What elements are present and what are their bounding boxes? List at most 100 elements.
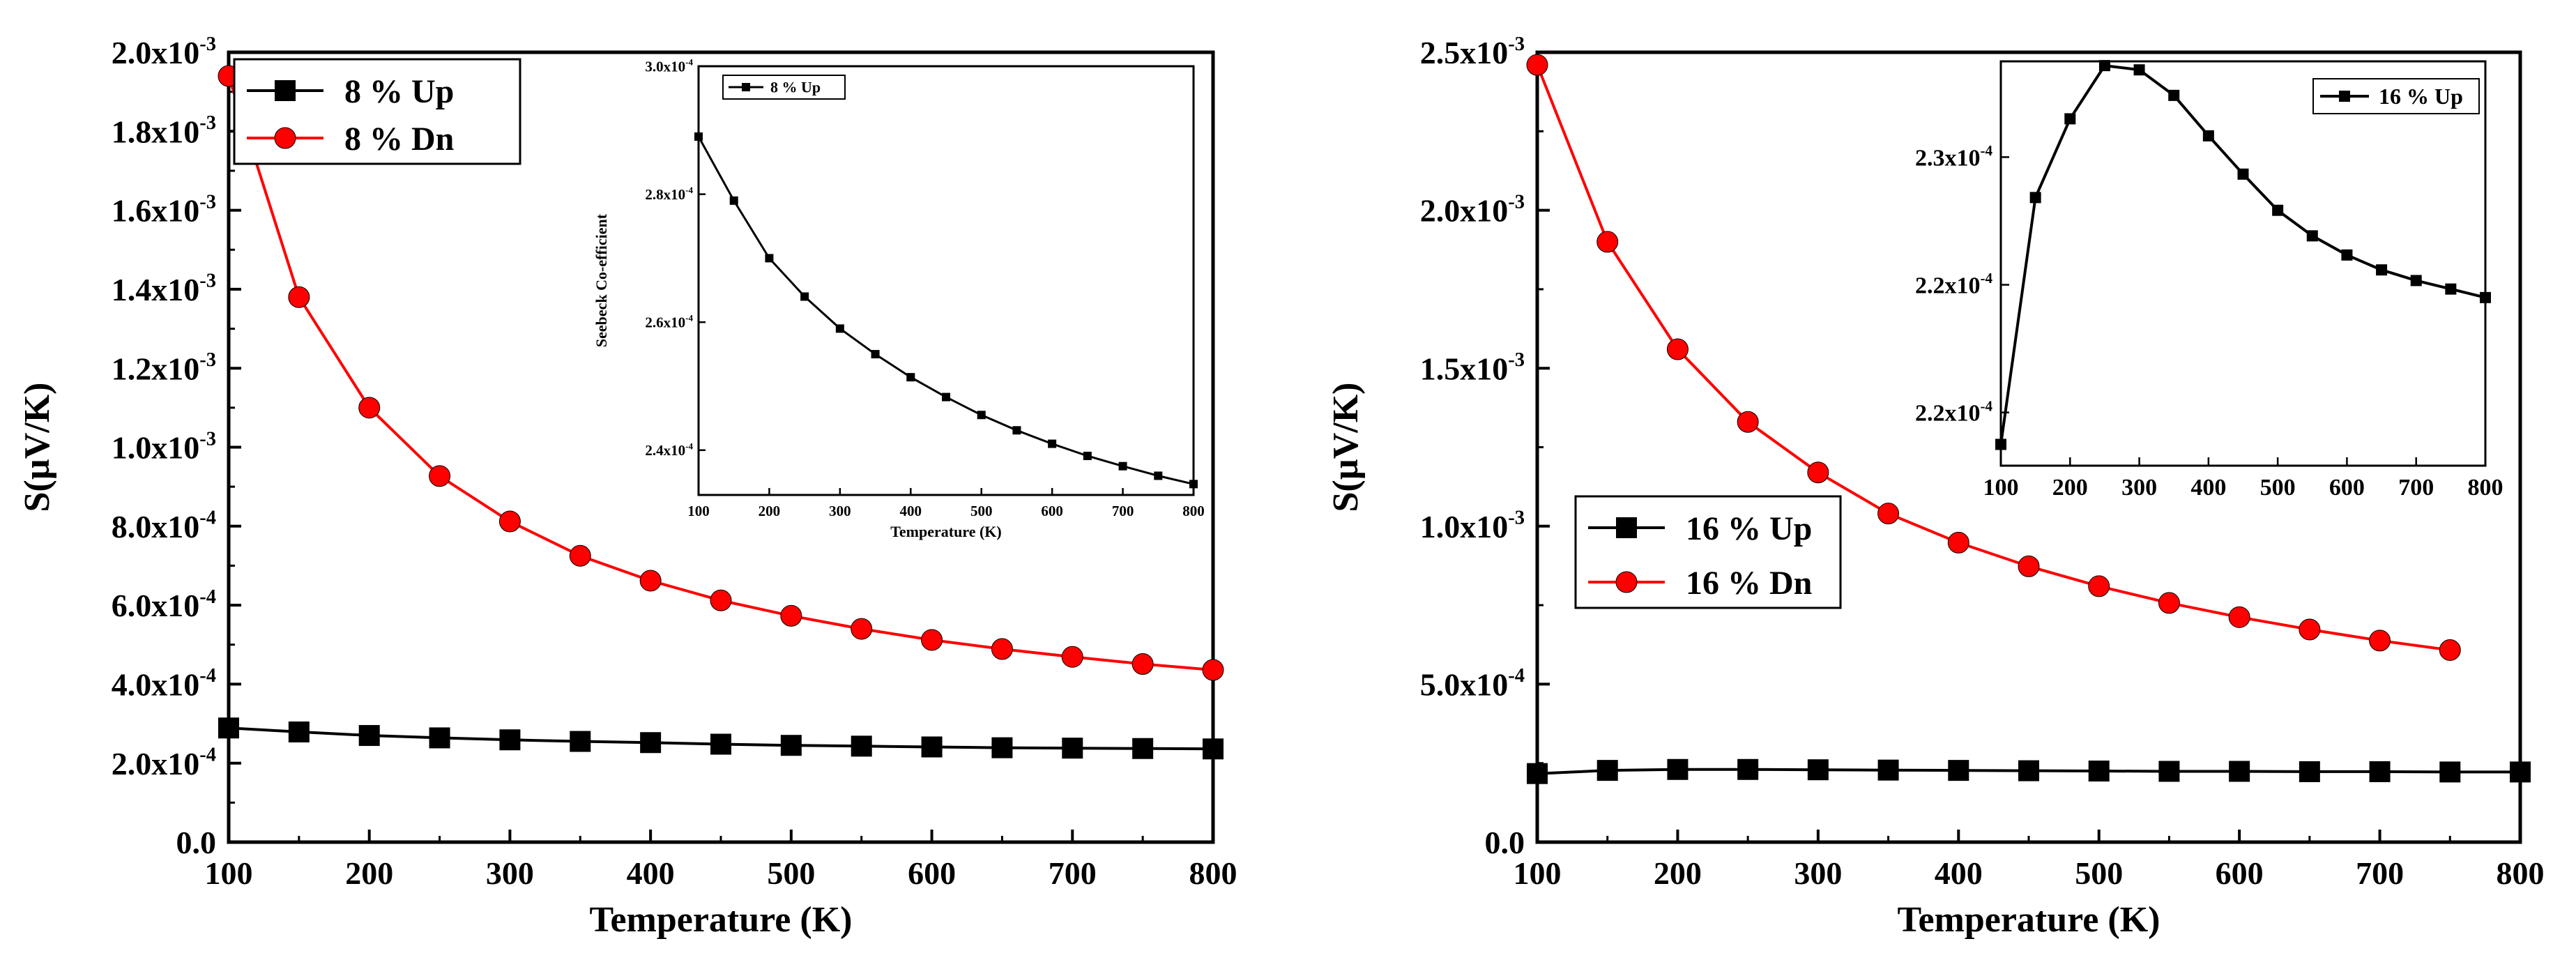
y-tick-label-exponent: -4 <box>1508 665 1525 687</box>
data-point <box>358 725 380 747</box>
y-tick-label-mantissa: 0.0 <box>176 825 217 860</box>
y-tick-label: 8.0x10-4 <box>112 508 216 544</box>
x-tick-label: 800 <box>2468 475 2503 501</box>
data-point <box>1526 54 1548 76</box>
y-tick-label-exponent: -4 <box>1980 270 1992 287</box>
data-point <box>2064 113 2076 125</box>
data-point <box>2228 606 2250 628</box>
y-tick-label-exponent: -4 <box>199 586 216 608</box>
data-point <box>1666 338 1689 360</box>
y-tick-label-mantissa: 5.0x10 <box>1420 667 1509 703</box>
data-point <box>1807 759 1829 781</box>
data-point <box>2158 761 2180 782</box>
x-tick-label: 700 <box>1049 855 1097 891</box>
x-tick-label: 600 <box>1041 503 1063 519</box>
legend-marker <box>1615 571 1638 593</box>
x-tick-label: 100 <box>1983 475 2019 501</box>
data-point <box>218 717 239 739</box>
y-tick-label-mantissa: 1.2x10 <box>112 351 200 386</box>
data-point <box>1012 426 1021 435</box>
data-point <box>1189 480 1198 489</box>
x-tick-label: 500 <box>2260 475 2296 501</box>
legend: 16 % Up <box>2312 78 2480 114</box>
data-point <box>2202 130 2214 142</box>
y-tick-label-mantissa: 2.0x10 <box>112 746 200 781</box>
data-point <box>977 411 986 420</box>
legend: 8 % Up <box>722 75 846 100</box>
y-tick-label-exponent: -3 <box>1508 349 1525 371</box>
y-tick-label: 1.0x10-3 <box>112 428 216 465</box>
data-point <box>921 736 943 758</box>
data-point <box>2018 760 2039 781</box>
y-tick-label-mantissa: 1.0x10 <box>112 430 200 466</box>
y-tick-label: 0.0 <box>176 825 217 860</box>
x-tick-label: 400 <box>627 855 675 891</box>
series-line-16-dn <box>1536 64 2451 652</box>
data-point <box>2229 761 2250 782</box>
legend-label: 8 % Dn <box>344 121 454 158</box>
data-point <box>2018 555 2040 577</box>
y-tick-label-exponent: -4 <box>685 441 693 451</box>
data-point <box>1947 531 1969 554</box>
legend-label: 8 % Up <box>770 79 821 96</box>
data-point <box>1083 452 1092 461</box>
data-point <box>780 735 802 756</box>
y-tick-label: 3.0x10-4 <box>645 57 693 75</box>
y-tick-label-exponent: -4 <box>199 665 216 687</box>
series-line-8-up <box>697 136 1194 485</box>
data-point <box>2410 275 2422 287</box>
y-tick-label-mantissa: 8.0x10 <box>112 509 200 544</box>
data-point <box>429 727 450 749</box>
x-tick-label: 200 <box>1654 855 1702 891</box>
x-tick-label: 300 <box>1794 855 1842 891</box>
x-tick-label: 800 <box>1189 855 1237 891</box>
data-point <box>851 735 872 757</box>
data-point <box>2299 618 2321 641</box>
x-tick-label: 500 <box>970 503 993 519</box>
x-tick-label: 600 <box>2329 475 2365 501</box>
x-tick-label: 400 <box>2190 475 2226 501</box>
y-tick-label-exponent: -3 <box>1508 33 1525 55</box>
legend-marker <box>742 83 750 91</box>
data-point <box>2029 192 2041 204</box>
data-point <box>570 731 591 752</box>
x-axis-title: Temperature (K) <box>890 523 1001 540</box>
y-axis-title: S(µV/K) <box>17 383 57 512</box>
y-tick-label-mantissa: 4.0x10 <box>112 667 200 703</box>
y-tick-label-mantissa: 2.5x10 <box>1420 35 1509 70</box>
data-point <box>1132 738 1154 759</box>
data-point <box>2376 264 2388 276</box>
data-point <box>569 544 591 567</box>
y-tick-label-mantissa: 1.6x10 <box>112 193 200 229</box>
y-tick-label: 1.2x10-3 <box>112 349 216 386</box>
y-tick-label-exponent: -4 <box>1980 397 1992 414</box>
y-tick-label-exponent: -4 <box>685 185 693 195</box>
x-axis-title: Temperature (K) <box>590 900 853 940</box>
data-point <box>2299 761 2320 782</box>
legend-label: 8 % Up <box>344 73 454 110</box>
y-tick-label: 2.0x10-3 <box>112 33 216 70</box>
y-tick-label: 1.5x10-3 <box>1420 349 1525 386</box>
y-tick-label: 2.0x10-4 <box>112 744 216 781</box>
y-tick-label-exponent: -3 <box>199 112 216 134</box>
y-tick-label: 4.0x10-4 <box>112 665 216 702</box>
data-point <box>871 350 880 359</box>
data-point <box>288 721 310 742</box>
x-tick-label: 100 <box>687 503 710 519</box>
y-tick-label: 2.4x10-4 <box>645 441 693 459</box>
data-point <box>1131 653 1154 676</box>
data-point <box>2510 761 2531 783</box>
data-point <box>1737 758 1759 780</box>
y-tick-label-mantissa: 1.4x10 <box>112 272 200 307</box>
y-tick-label: 2.5x10-3 <box>1420 33 1525 70</box>
data-point <box>1203 738 1224 760</box>
data-point <box>2369 630 2391 652</box>
legend-marker <box>1616 517 1637 538</box>
y-tick-label: 0.0 <box>1485 825 1525 860</box>
legend-label: 16 % Up <box>2379 84 2463 109</box>
data-point <box>2480 291 2491 303</box>
data-point <box>1118 461 1127 471</box>
y-tick-label-exponent: -4 <box>685 57 693 68</box>
legend-marker <box>274 127 296 149</box>
data-point <box>2237 168 2249 180</box>
